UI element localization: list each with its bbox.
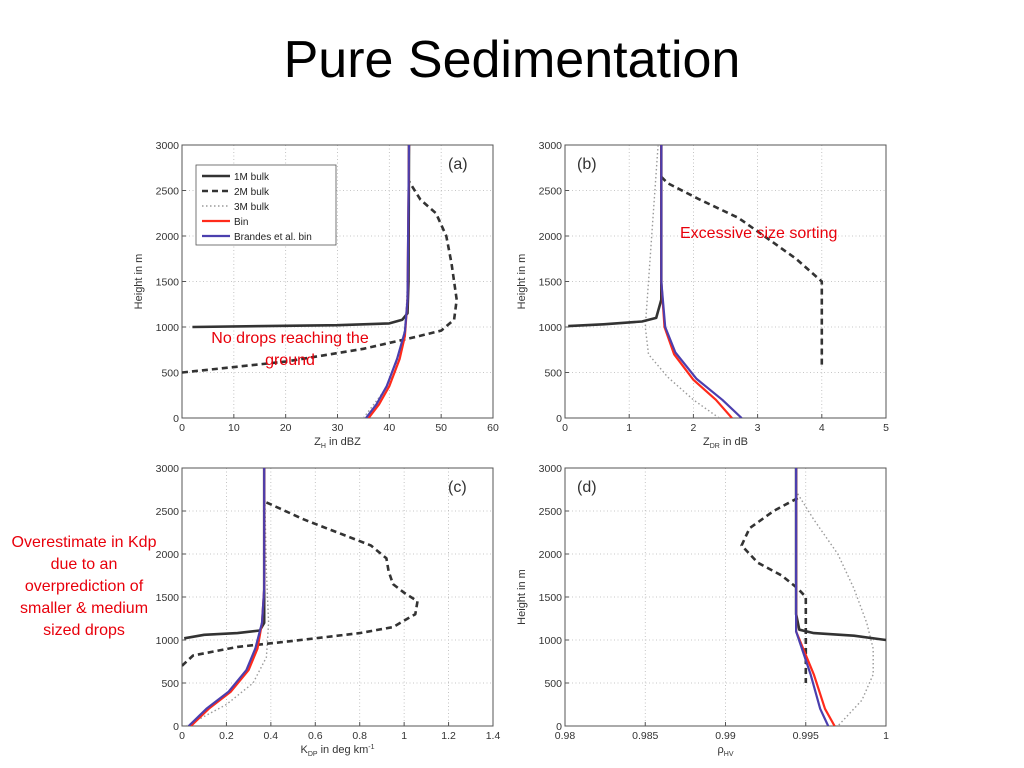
chart-panel-a: 0 10 20 30 40 50 60 0 500 1000 1500 2000 2500 3000 ZH …	[133, 140, 499, 450]
series-line-2m-bulk	[740, 496, 808, 683]
y-tick-label: 2500	[539, 506, 563, 518]
series-line-brandes-et-al-bin	[365, 145, 411, 418]
y-tick-label: 0	[556, 721, 562, 733]
panel-tag: (c)	[448, 479, 467, 496]
panel-tag: (d)	[577, 479, 597, 496]
x-axis-label: KDP in deg km-1	[300, 744, 374, 758]
series-line-brandes-et-al-bin	[187, 468, 266, 726]
x-tick-label: 1.2	[441, 730, 456, 742]
x-tick-label: 1.4	[486, 730, 501, 742]
legend-label: 2M bulk	[234, 187, 270, 198]
chart-panel-c: 0 0.2 0.4 0.6 0.8 1 1.2 1.4 0 500 1000 1500 2000 2500…	[156, 463, 501, 758]
legend-label: Bin	[234, 217, 248, 228]
y-tick-label: 1500	[156, 592, 180, 604]
x-tick-label: 30	[332, 422, 344, 434]
x-tick-label: 1	[626, 422, 632, 434]
x-axis-label: ZH in dBZ	[314, 436, 361, 450]
y-tick-label: 3000	[156, 140, 180, 152]
series-line-3m-bulk	[797, 493, 874, 726]
y-tick-label: 0	[556, 413, 562, 425]
x-tick-label: 1	[883, 730, 889, 742]
slide-title: Pure Sedimentation	[283, 31, 741, 89]
y-tick-label: 2500	[539, 186, 563, 198]
x-tick-label: 1	[401, 730, 407, 742]
x-axis-label: ρHV	[718, 744, 734, 758]
x-tick-label: 4	[819, 422, 825, 434]
y-tick-label: 2000	[156, 549, 180, 561]
x-tick-label: 0.985	[632, 730, 658, 742]
y-tick-label: 1000	[156, 322, 180, 334]
annotation-no-drops: No drops reaching the ground	[211, 330, 369, 369]
y-tick-label: 1500	[539, 277, 563, 289]
y-tick-label: 1000	[539, 322, 563, 334]
annotation-size-sorting: Excessive size sorting	[680, 225, 838, 242]
y-tick-label: 500	[161, 368, 179, 380]
y-tick-label: 500	[544, 678, 562, 690]
chart-panel-d: 0.98 0.985 0.99 0.995 1 0 500 1000 1500 2000 2500 3…	[516, 463, 889, 758]
y-axis-label: Height in m	[516, 254, 528, 310]
x-axis-label: ZDR in dB	[703, 436, 748, 450]
y-axis-label: Height in m	[516, 569, 528, 625]
series-line-3m-bulk	[186, 468, 270, 726]
y-tick-label: 500	[161, 678, 179, 690]
x-tick-label: 0.4	[264, 730, 279, 742]
x-tick-label: 10	[228, 422, 240, 434]
y-tick-label: 2000	[539, 231, 563, 243]
series-line-1m-bulk	[183, 468, 266, 640]
x-tick-label: 0	[179, 730, 185, 742]
y-tick-label: 2500	[156, 506, 180, 518]
legend-label: Brandes et al. bin	[234, 232, 312, 243]
x-tick-label: 50	[435, 422, 447, 434]
series-line-brandes-et-al-bin	[660, 145, 743, 418]
y-tick-label: 0	[173, 721, 179, 733]
y-tick-label: 3000	[539, 140, 563, 152]
x-tick-label: 2	[690, 422, 696, 434]
x-tick-label: 5	[883, 422, 889, 434]
x-tick-label: 0	[179, 422, 185, 434]
x-tick-label: 0.99	[715, 730, 736, 742]
panel-tag: (b)	[577, 156, 597, 173]
legend-box	[195, 164, 337, 246]
y-tick-label: 1000	[539, 635, 563, 647]
x-tick-label: 20	[280, 422, 292, 434]
y-tick-label: 2000	[539, 549, 563, 561]
series-line-bin	[795, 468, 836, 726]
y-axis-label: Height in m	[133, 254, 145, 310]
x-tick-label: 0.8	[352, 730, 367, 742]
y-tick-label: 1500	[539, 592, 563, 604]
y-tick-label: 3000	[539, 463, 563, 475]
plot-frame	[181, 467, 494, 727]
x-tick-label: 0.2	[219, 730, 234, 742]
y-tick-label: 1000	[156, 635, 180, 647]
y-tick-label: 2500	[156, 186, 180, 198]
x-tick-label: 0.6	[308, 730, 323, 742]
series-line-2m-bulk	[182, 180, 458, 374]
legend-label: 1M bulk	[234, 172, 270, 183]
y-tick-label: 500	[544, 368, 562, 380]
y-tick-label: 3000	[156, 463, 180, 475]
legend-label: 3M bulk	[234, 202, 270, 213]
series-line-3m-bulk	[644, 145, 720, 418]
panel-tag: (a)	[448, 156, 468, 173]
y-tick-label: 0	[173, 413, 179, 425]
annotation-kdp-overestimate: Overestimate in Kdp due to an overpredic…	[11, 534, 157, 639]
x-tick-label: 0.98	[555, 730, 576, 742]
x-tick-label: 0.995	[793, 730, 819, 742]
y-tick-label: 1500	[156, 277, 180, 289]
x-tick-label: 0	[562, 422, 568, 434]
series-line-1m-bulk	[794, 468, 886, 642]
series-line-2m-bulk	[660, 175, 824, 368]
x-tick-label: 40	[383, 422, 395, 434]
chart-panel-b: 0 1 2 3 4 5 0 500 1000 1500 2000 2500 3000 ZDR in dB H…	[516, 140, 889, 450]
plot-frame	[564, 144, 887, 419]
y-tick-label: 2000	[156, 231, 180, 243]
x-tick-label: 3	[755, 422, 761, 434]
series-line-brandes-et-al-bin	[795, 468, 830, 726]
series-line-2m-bulk	[182, 501, 419, 667]
x-tick-label: 60	[487, 422, 499, 434]
series-line-3m-bulk	[362, 145, 410, 418]
